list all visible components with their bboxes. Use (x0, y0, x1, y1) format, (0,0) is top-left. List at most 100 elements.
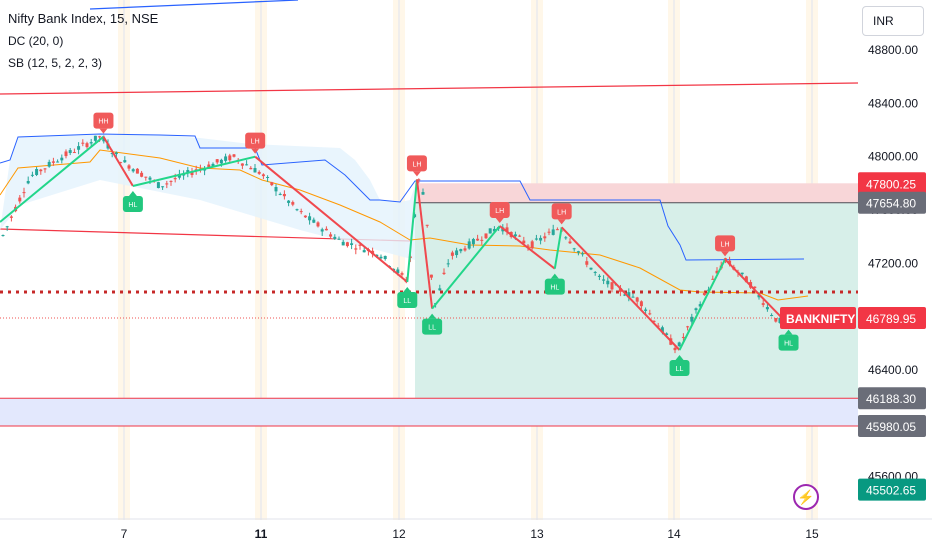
candle (761, 303, 765, 305)
y-tick-label: 48000.00 (868, 150, 918, 164)
currency-button[interactable]: INR (862, 6, 924, 36)
candle (471, 239, 475, 245)
symbol-title[interactable]: Nifty Bank Index, 15, NSE (8, 11, 159, 26)
candle (694, 308, 698, 311)
price-tag-value: 45980.05 (866, 420, 916, 434)
candle (442, 272, 446, 274)
candle (249, 167, 253, 170)
swing-line-down (254, 155, 408, 283)
candle (333, 236, 337, 239)
price-tag[interactable] (858, 172, 926, 195)
ticker-tag[interactable] (780, 307, 856, 330)
candle (43, 168, 47, 170)
candle (450, 252, 454, 256)
swing-label-hl: HL (122, 191, 143, 212)
price-tag[interactable] (858, 387, 926, 410)
candle (93, 135, 97, 141)
candle (295, 209, 299, 211)
candle (639, 301, 643, 307)
swing-label-text: HL (550, 285, 559, 292)
candle (5, 226, 9, 228)
swing-label-ll: LL (397, 287, 418, 308)
swing-label-lh: LH (551, 203, 572, 225)
candle (350, 243, 354, 246)
price-tag-value: 46188.30 (866, 392, 916, 406)
candle (547, 231, 551, 233)
candle (597, 275, 601, 277)
candle (119, 162, 123, 164)
lightning-icon[interactable]: ⚡ (793, 484, 819, 510)
candle (673, 347, 677, 351)
candle (690, 316, 694, 322)
swing-label-lh: LH (715, 235, 736, 257)
candle (127, 165, 131, 169)
donchian-legend[interactable]: DC (20, 0) (8, 34, 64, 48)
price-tag[interactable] (858, 191, 926, 214)
candle (413, 214, 417, 218)
swing-label-text: LL (428, 325, 436, 332)
candle (135, 168, 139, 174)
candle (379, 256, 383, 259)
donchian-middle (0, 149, 809, 301)
candle (518, 235, 522, 237)
candle (253, 168, 257, 173)
candle (312, 219, 316, 223)
candle (753, 286, 757, 289)
candle (299, 211, 303, 213)
x-tick-label: 7 (121, 527, 128, 541)
candle (270, 182, 274, 186)
candle (30, 174, 34, 176)
price-tag[interactable] (858, 307, 926, 330)
swing-label-hl: HL (544, 273, 565, 295)
price-tag[interactable] (858, 478, 926, 501)
candle (400, 273, 404, 275)
candle (455, 250, 459, 256)
swing-label-text: LL (403, 298, 411, 305)
candle (593, 271, 597, 273)
candle (539, 237, 543, 241)
candle (467, 241, 471, 249)
candle (72, 152, 76, 154)
candle (513, 234, 517, 237)
candle (522, 240, 526, 244)
candle (530, 241, 534, 249)
candle (266, 176, 270, 178)
candle (261, 174, 265, 177)
candle (274, 187, 278, 192)
support-band (0, 398, 858, 426)
candle (245, 164, 249, 166)
swing-label-lh: LH (406, 155, 427, 177)
candle (581, 253, 585, 255)
swing-line-up (678, 258, 726, 351)
x-tick-label: 15 (805, 527, 819, 541)
candle (131, 169, 135, 172)
candle (589, 267, 593, 270)
structure-breaks-legend[interactable]: SB (12, 5, 2, 2, 3) (8, 56, 103, 70)
candle (114, 152, 118, 155)
candle (362, 250, 366, 253)
candle (354, 248, 358, 250)
candle (383, 255, 387, 259)
swing-line-up (0, 135, 105, 223)
swing-label-ll: LL (422, 313, 443, 335)
candle (26, 180, 30, 184)
candle (728, 260, 732, 265)
candle (186, 170, 190, 174)
candle (618, 288, 622, 292)
candle (576, 251, 580, 253)
candle (9, 216, 13, 218)
price-tag[interactable] (858, 414, 926, 437)
candle (140, 172, 144, 177)
candle (572, 248, 576, 250)
candle (429, 274, 433, 278)
swing-label-hh: HH (93, 112, 114, 134)
candle (77, 146, 81, 150)
candle (173, 178, 177, 180)
candle (329, 234, 333, 237)
candle (711, 278, 715, 280)
x-tick-label: 14 (667, 527, 681, 541)
candle (47, 161, 51, 167)
candle (165, 183, 169, 185)
candle (123, 160, 127, 163)
